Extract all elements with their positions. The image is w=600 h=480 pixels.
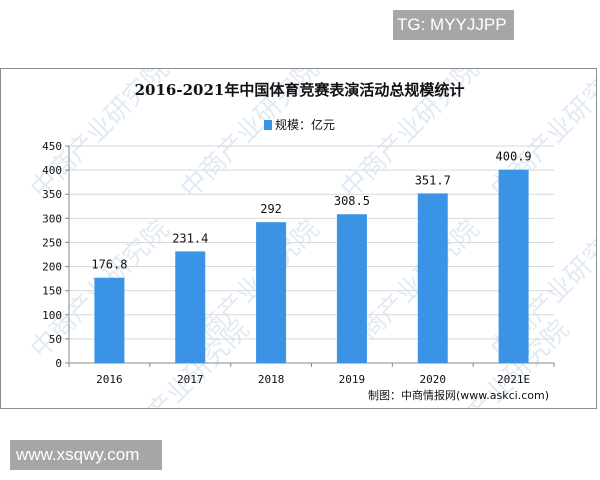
legend-label: 规模：亿元 (274, 118, 335, 132)
y-tick-label: 0 (55, 357, 62, 370)
data-label: 308.5 (334, 194, 370, 208)
y-tick-label: 100 (42, 309, 62, 322)
y-tick-label: 400 (42, 164, 62, 177)
x-tick-label: 2018 (258, 373, 285, 386)
x-tick-label: 2020 (420, 373, 447, 386)
data-label: 176.8 (91, 258, 127, 272)
x-tick-label: 2017 (177, 373, 204, 386)
chart-legend: 规模：亿元 (1, 116, 596, 133)
data-label: 351.7 (415, 173, 451, 187)
bar (498, 169, 529, 363)
y-tick-label: 450 (42, 140, 62, 153)
bar (336, 214, 367, 363)
y-tick-label: 250 (42, 236, 62, 249)
y-tick-label: 50 (49, 333, 62, 346)
bar (256, 222, 287, 363)
y-tick-label: 300 (42, 212, 62, 225)
bar (417, 193, 448, 363)
site-badge: www.xsqwy.com (10, 440, 162, 470)
chart-title: 2016-2021年中国体育竞赛表演活动总规模统计 (134, 81, 465, 99)
bar-plot: 0 50 100 150 200 250 300 350 400 450 176.8 2016 231.… (42, 140, 555, 386)
y-tick-label: 150 (42, 285, 62, 298)
x-tick-label: 2021E (497, 373, 530, 386)
x-tick-label: 2019 (339, 373, 366, 386)
chart-frame: 中商产业研究院 中商产业研究院 中商产业研究院 中商产业研究院 中商产业研究院 中商产业研… (0, 68, 597, 409)
x-tick-label: 2016 (96, 373, 123, 386)
data-label: 292 (260, 202, 282, 216)
legend-swatch (263, 120, 272, 130)
bar (94, 277, 125, 363)
bar (175, 251, 206, 363)
data-label: 231.4 (172, 231, 208, 245)
y-tick-label: 350 (42, 188, 62, 201)
tg-badge: TG: MYYJJPP (393, 10, 514, 40)
y-tick-label: 200 (42, 261, 62, 274)
chart-source: 制图：中商情报网(www.askci.com) (368, 389, 549, 402)
data-label: 400.9 (496, 150, 532, 164)
